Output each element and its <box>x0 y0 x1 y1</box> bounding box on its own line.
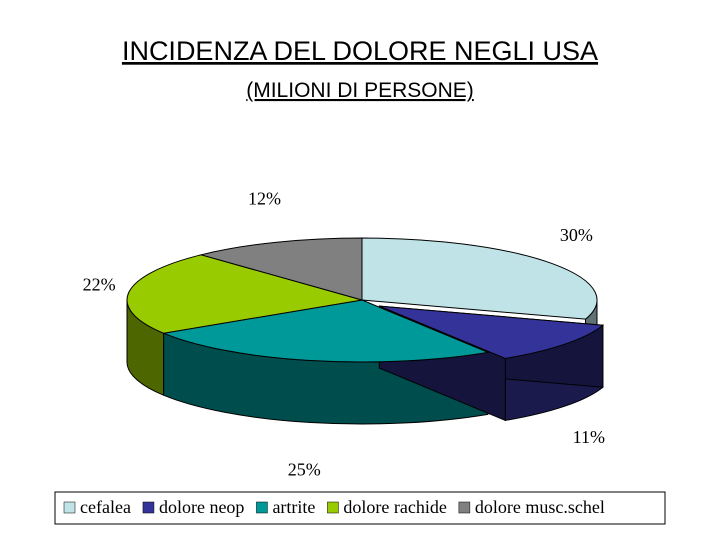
legend: cefalea dolore neop artrite dolore rachide d… <box>54 491 666 525</box>
pie-slice <box>161 299 490 363</box>
legend-swatch <box>142 501 155 514</box>
data-label: 30% <box>560 225 593 245</box>
legend-label: cefalea <box>80 497 131 517</box>
pie <box>126 237 605 425</box>
data-label: 22% <box>83 275 116 295</box>
legend-label: artrite <box>272 497 315 517</box>
data-label: 12% <box>248 189 281 209</box>
legend-label: dolore neop <box>159 497 244 517</box>
data-label: 25% <box>288 460 321 480</box>
legend-box <box>54 491 666 525</box>
pie-slice <box>361 237 598 320</box>
legend-label: dolore musc.schel <box>475 497 605 517</box>
data-label: 11% <box>573 427 605 447</box>
chart-subtitle: (MILIONI DI PERSONE) <box>246 79 474 102</box>
legend-swatch <box>458 501 471 514</box>
legend-swatch <box>327 501 339 514</box>
pie-slice <box>126 254 363 334</box>
chart-title: INCIDENZA DEL DOLORE NEGLI USA <box>122 36 598 66</box>
legend-label: dolore rachide <box>343 497 446 517</box>
legend-swatch <box>256 501 268 514</box>
pie-slice <box>379 305 605 359</box>
pie-slice <box>199 237 363 301</box>
legend-swatch <box>63 501 76 514</box>
